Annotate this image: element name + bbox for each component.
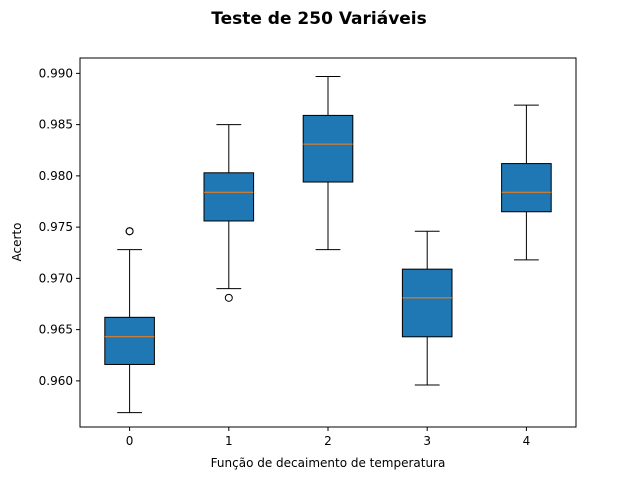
outlier-point [224, 293, 233, 302]
x-tick-label: 1 [225, 434, 233, 448]
y-tick-label: 0.975 [39, 220, 73, 234]
y-tick-label: 0.980 [39, 169, 73, 183]
y-tick-label: 0.985 [39, 118, 73, 132]
plot-area: 0.960 0.965 0.970 0.975 0.980 0.985 0.990 0 1 2 3 4 [39, 57, 577, 448]
box-iqr [203, 172, 255, 222]
box-iqr [501, 163, 552, 213]
x-tick-label: 0 [126, 434, 134, 448]
x-tick-label: 2 [324, 434, 332, 448]
box-iqr [401, 268, 453, 338]
chart-title: Teste de 250 Variáveis [211, 9, 427, 29]
y-tick-label: 0.970 [39, 271, 73, 285]
outlier-point [125, 227, 134, 236]
y-tick-label: 0.965 [39, 323, 73, 337]
y-axis-label: Acerto [10, 223, 24, 262]
x-tick-label: 4 [523, 434, 531, 448]
y-tick-label: 0.990 [39, 66, 73, 80]
x-tick-label: 3 [423, 434, 431, 448]
y-tick-label: 0.960 [39, 374, 73, 388]
box-iqr [302, 114, 354, 183]
box-iqr [104, 316, 155, 365]
x-axis-label: Função de decaimento de temperatura [211, 456, 446, 470]
